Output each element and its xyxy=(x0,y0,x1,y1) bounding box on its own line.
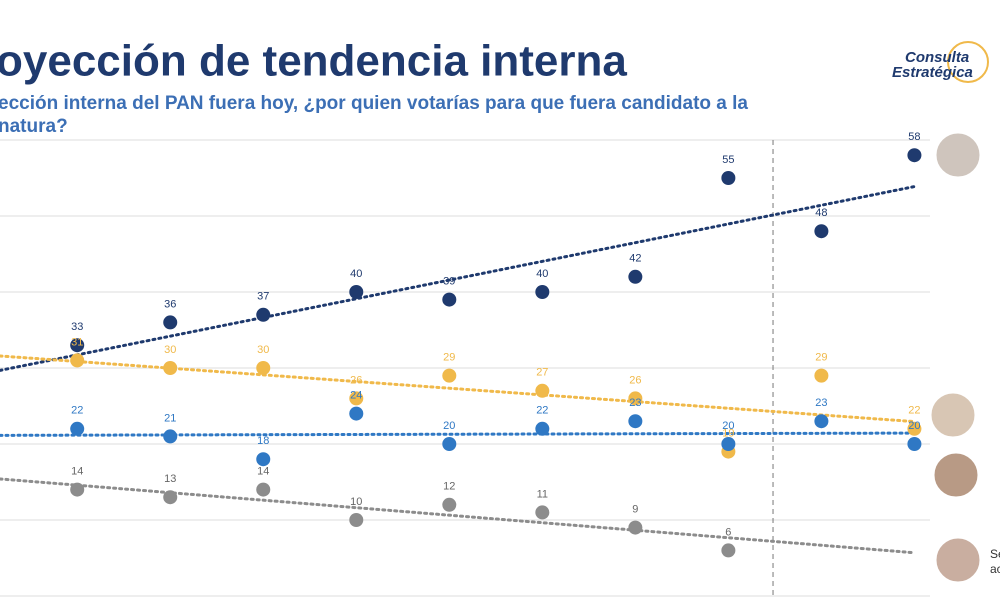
photo xyxy=(928,390,978,440)
data-label: 22 xyxy=(908,405,920,417)
point xyxy=(349,391,364,406)
side-label: ac xyxy=(990,562,1000,576)
data-label: 12 xyxy=(443,481,455,493)
data-label: 23 xyxy=(629,397,641,409)
data-label: 27 xyxy=(536,367,548,379)
data-label: 55 xyxy=(722,154,734,166)
data-label: 29 xyxy=(443,352,455,364)
point xyxy=(349,513,364,527)
data-label: 11 xyxy=(537,488,548,500)
point xyxy=(163,315,178,330)
point xyxy=(535,383,550,398)
data-label: 9 xyxy=(632,504,638,516)
point xyxy=(535,285,550,299)
data-label: 13 xyxy=(164,473,176,485)
point xyxy=(256,452,271,467)
logo-ring xyxy=(947,41,989,83)
point xyxy=(907,148,922,163)
point xyxy=(535,421,550,436)
data-label: 24 xyxy=(350,390,362,402)
data-label: 6 xyxy=(725,526,731,538)
data-label: 40 xyxy=(536,268,548,280)
data-label: 26 xyxy=(350,374,362,386)
data-label: 22 xyxy=(536,405,548,417)
point xyxy=(70,482,85,497)
photo xyxy=(933,130,983,180)
point xyxy=(442,437,457,451)
data-label: 58 xyxy=(908,131,920,143)
logo-text: Consulta xyxy=(905,49,969,66)
data-label: 14 xyxy=(71,466,83,478)
data-label: 20 xyxy=(722,420,734,432)
photo xyxy=(931,450,981,500)
data-label: 37 xyxy=(257,291,269,303)
point xyxy=(721,171,736,185)
point xyxy=(535,505,550,520)
point xyxy=(256,482,271,497)
data-label: 23 xyxy=(815,397,827,409)
point xyxy=(721,543,736,558)
point xyxy=(349,285,364,299)
point xyxy=(628,414,643,429)
data-label: 36 xyxy=(164,298,176,310)
point xyxy=(442,292,457,307)
logo: Consulta Estratégica xyxy=(892,41,989,83)
point xyxy=(256,307,271,322)
point xyxy=(256,361,271,375)
point xyxy=(814,224,829,239)
point xyxy=(163,490,178,505)
chart-subtitle: natura? xyxy=(0,116,68,137)
point xyxy=(907,437,922,451)
data-label: 19 xyxy=(722,428,734,440)
point xyxy=(70,353,85,368)
trend-line xyxy=(0,477,916,555)
point xyxy=(721,437,736,451)
trend-line xyxy=(0,185,916,372)
data-label: 29 xyxy=(815,352,827,364)
data-label: 39 xyxy=(443,276,455,288)
chart-subtitle: ección interna del PAN fuera hoy, ¿por q… xyxy=(0,93,748,114)
data-label: 30 xyxy=(164,344,176,356)
trend-line xyxy=(0,431,916,437)
point xyxy=(814,414,829,429)
data-label: 33 xyxy=(71,321,83,333)
point xyxy=(349,406,364,421)
data-label: 21 xyxy=(164,412,176,424)
data-label: 26 xyxy=(629,374,641,386)
point xyxy=(628,520,643,535)
side-label: Se xyxy=(990,547,1000,561)
data-label: 20 xyxy=(443,420,455,432)
data-label: 48 xyxy=(815,207,827,219)
data-label: 22 xyxy=(71,405,83,417)
data-label: 18 xyxy=(257,435,269,447)
point xyxy=(70,338,85,353)
point xyxy=(907,421,922,436)
chart-title: oyección de tendencia interna xyxy=(0,37,627,86)
data-label: 10 xyxy=(350,496,362,508)
data-label: 20 xyxy=(908,420,920,432)
logo-text: Estratégica xyxy=(892,64,973,81)
data-label: 42 xyxy=(629,253,641,265)
point xyxy=(442,497,457,512)
point xyxy=(628,391,643,406)
point xyxy=(70,421,85,436)
data-label: 31 xyxy=(71,336,83,348)
data-label: 14 xyxy=(257,466,269,478)
point xyxy=(628,269,643,284)
point xyxy=(163,361,178,375)
data-label: 30 xyxy=(257,344,269,356)
data-label: 40 xyxy=(350,268,362,280)
photo xyxy=(933,535,983,585)
point xyxy=(163,429,178,444)
photos: Se ac xyxy=(928,130,1000,585)
point xyxy=(442,368,457,383)
point xyxy=(814,368,829,383)
trend-line xyxy=(0,354,916,424)
